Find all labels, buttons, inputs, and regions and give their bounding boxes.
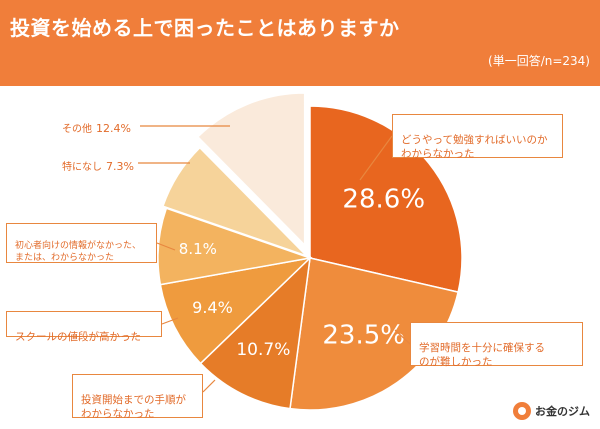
pie-slice-1: [289, 257, 460, 411]
leader-line-2: [202, 379, 216, 393]
callout-label-4: 初心者向けの情報がなかった、 または、わからなかった: [15, 241, 142, 264]
pie-slice-5: [162, 146, 308, 257]
callout-slice-1: 学習時間を十分に確保する のが難しかった: [410, 322, 583, 369]
callout-slice-3: スクールの値段が高かった: [6, 311, 162, 343]
pie-slice-0: [309, 105, 463, 293]
callout-slice-4: 初心者向けの情報がなかった、 または、わからなかった: [6, 223, 157, 263]
leader-line-0: [359, 135, 393, 181]
leader-line-4: [156, 242, 176, 251]
chart-subtitle: (単一回答/n=234): [488, 54, 590, 68]
label-pct-6: 12.4%: [96, 122, 131, 135]
logo-text: お金のジム: [535, 405, 590, 418]
slice-value-label-3: 9.4%: [192, 298, 233, 317]
slice-value-label-1: 23.5%: [322, 320, 405, 350]
callout-label-1: 学習時間を十分に確保する のが難しかった: [419, 342, 545, 369]
label-text-5: 特になし: [62, 162, 102, 173]
label-slice-6: その他 12.4%: [62, 120, 131, 135]
callout-label-2: 投資開始までの手順が わからなかった: [81, 394, 186, 421]
pie-slice-4: [157, 207, 313, 286]
leader-line-3: [161, 317, 179, 325]
label-slice-5: 特になし 7.3%: [62, 158, 134, 173]
pie-slice-6: [196, 92, 306, 247]
label-pct-5: 7.3%: [106, 160, 134, 173]
pie-slice-3: [159, 256, 313, 365]
chart-title: 投資を始める上で困ったことはありますか: [10, 16, 400, 40]
callout-label-0: どうやって勉強すればいいのか わからなかった: [401, 134, 548, 161]
logo-icon: [513, 402, 531, 420]
callout-label-3: スクールの値段が高かった: [15, 331, 141, 344]
callout-slice-0: どうやって勉強すればいいのか わからなかった: [392, 114, 563, 161]
slice-value-label-0: 28.6%: [342, 184, 425, 214]
header-banner: 投資を始める上で困ったことはありますか (単一回答/n=234): [0, 0, 600, 86]
callout-slice-2: 投資開始までの手順が わからなかった: [72, 374, 203, 421]
slice-value-label-2: 10.7%: [236, 340, 290, 360]
pie-slice-2: [199, 255, 312, 410]
brand-logo: お金のジム: [513, 401, 590, 421]
leader-line-1: [394, 329, 411, 345]
label-text-6: その他: [62, 124, 92, 135]
slice-value-label-4: 8.1%: [179, 240, 217, 258]
